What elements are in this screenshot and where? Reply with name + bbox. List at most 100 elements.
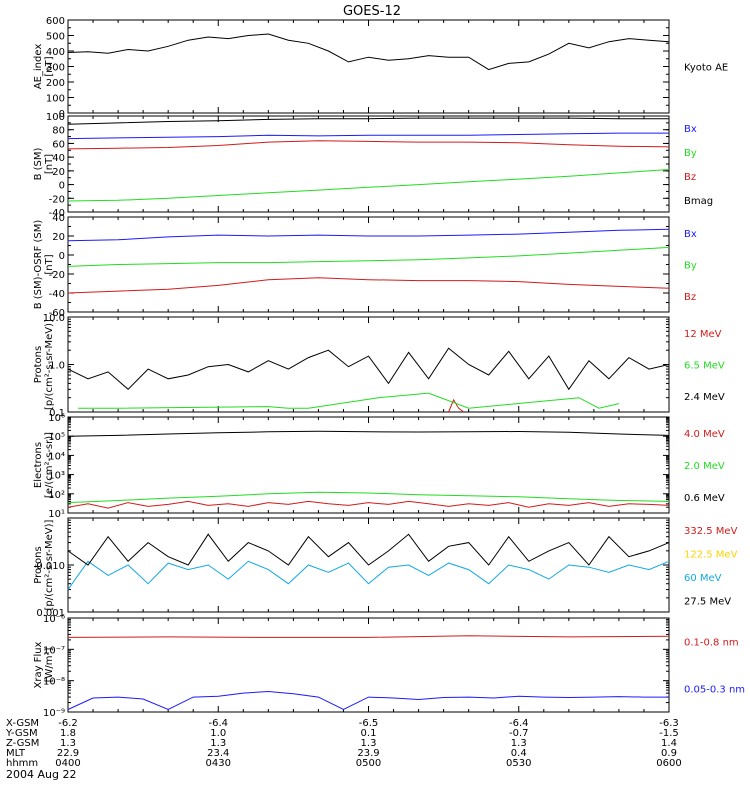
ephemeris-value: -1.5 [659, 728, 679, 739]
y-axis-label: [W/m²] [44, 647, 55, 682]
y-tick-label: 100 [46, 112, 65, 123]
legend-label: Bz [684, 172, 696, 183]
legend-label: 0.1-0.8 nm [684, 638, 739, 649]
legend-label: 2.4 MeV [684, 392, 725, 403]
legend-label: 0.05-0.3 nm [684, 685, 745, 696]
ephemeris-value: -6.4 [509, 718, 529, 729]
ephemeris-row-label: MLT [6, 748, 26, 759]
ephemeris-value: 0400 [55, 758, 80, 769]
legend-label: By [684, 148, 697, 159]
ephemeris-value: 1.8 [60, 728, 76, 739]
figure-title: GOES-12 [343, 4, 401, 19]
legend-label: 0.6 MeV [684, 493, 725, 504]
y-axis-label: [nT] [44, 154, 55, 174]
y-tick-label: 1.0 [49, 361, 65, 372]
legend-label: Bz [684, 292, 696, 303]
series-line-bmag [67, 117, 669, 125]
y-tick-label: 300 [46, 63, 65, 74]
series-line-4-0-mev [67, 500, 670, 509]
series-line-0-1-0-8-nm [67, 635, 670, 638]
y-tick-label: 10⁻⁷ [43, 645, 65, 656]
y-axis-label: Protons [33, 346, 44, 383]
series-line-2-4-mev [67, 347, 670, 391]
y-tick-label: -40 [49, 208, 65, 219]
ephemeris-value: 0.9 [661, 748, 677, 759]
y-tick-label: 0 [59, 251, 65, 262]
legend-label: 332.5 MeV [684, 526, 738, 537]
y-tick-label: 20 [52, 232, 65, 243]
legend-label: Bx [684, 124, 697, 135]
y-axis-label: [p/(cm²-s-sr-MeV)] [44, 519, 55, 610]
panel-4: 0.1 1.0 10.0 Protons [p/(cm²-s-sr-MeV)] 12 Me… [33, 313, 725, 419]
legend-label: Bx [684, 229, 697, 240]
series-line-by [67, 246, 670, 267]
ephemeris-value: 1.0 [210, 728, 226, 739]
y-axis-label: [nT] [44, 254, 55, 274]
ephemeris-value: 1.3 [361, 738, 377, 749]
ephemeris-value: 22.9 [57, 748, 79, 759]
y-tick-label: 10⁻⁶ [43, 614, 65, 625]
panel-frame [67, 19, 670, 114]
y-tick-label: 40 [52, 213, 65, 224]
series-line-bx [67, 132, 669, 140]
ephemeris-row-label: Z-GSM [6, 738, 39, 749]
series-line-12-mev [448, 398, 464, 413]
panel-5: 10¹ 10² 10³ 10⁴ 10⁵ 10⁶ Electrons [e/(cm²-s-sr)… [33, 413, 725, 520]
ephemeris-value: -0.7 [509, 728, 529, 739]
legend-label: 60 MeV [684, 573, 722, 584]
legend-label: Kyoto AE [684, 63, 728, 74]
y-tick-label: 10⁶ [48, 413, 65, 424]
series-line-2-0-mev [67, 491, 670, 504]
ephemeris-value: -6.2 [58, 718, 78, 729]
ephemeris-value: 23.4 [207, 748, 229, 759]
panel-frame [67, 617, 670, 713]
y-tick-label: 10⁻⁸ [43, 677, 65, 688]
y-tick-label: 600 [46, 16, 65, 27]
y-tick-label: 200 [46, 78, 65, 89]
series-line-bz [67, 140, 670, 150]
legend-label: 6.5 MeV [684, 361, 725, 372]
y-axis-label: Xray Flux [33, 641, 44, 688]
y-tick-label: 100 [46, 94, 65, 105]
series-line-0-05-0-3-nm [67, 690, 669, 711]
y-axis-label: B (SM)-OSRF (SM) [33, 220, 44, 310]
legend-label: By [684, 261, 697, 272]
y-tick-label: -20 [49, 194, 65, 205]
y-axis-label: B (SM) [33, 147, 44, 180]
series-line-27-5-mev [67, 533, 670, 566]
y-tick-label: 60 [52, 139, 65, 150]
ephemeris-value: 1.3 [60, 738, 76, 749]
legend-label: 4.0 MeV [684, 429, 725, 440]
panel-frame [67, 115, 670, 213]
y-tick-label: 10⁵ [48, 432, 65, 443]
panel-2: -40 -20 0 20 40 60 80 100 B (SM) [nT] Bx By Bz Bmag [33, 112, 713, 219]
y-tick-label: 10⁴ [48, 451, 65, 462]
y-tick-label: 500 [46, 32, 65, 43]
ephemeris-value: 0.1 [361, 728, 377, 739]
y-tick-label: 0 [59, 109, 65, 120]
legend-label: 2.0 MeV [684, 461, 725, 472]
legend-label: Bmag [684, 196, 713, 207]
y-tick-label: 10² [48, 490, 65, 501]
ephemeris-value: 1.3 [511, 738, 527, 749]
ephemeris-value: -6.4 [208, 718, 228, 729]
y-tick-label: 10⁻⁹ [43, 708, 65, 719]
ephemeris-row-label: X-GSM [6, 718, 39, 729]
y-tick-label: 10¹ [48, 509, 65, 520]
y-tick-label: 10³ [48, 471, 65, 482]
ephemeris-value: 23.9 [357, 748, 379, 759]
legend-label: 12 MeV [684, 329, 722, 340]
series-line-60-mev [67, 560, 670, 590]
y-tick-label: -20 [49, 270, 65, 281]
y-axis-label: Protons [33, 546, 44, 583]
panel-frame [67, 216, 670, 313]
y-tick-label: 40 [52, 153, 65, 164]
y-tick-label: 0 [59, 181, 65, 192]
ephemeris-row-label: Y-GSM [5, 728, 38, 739]
series-line-6-5-mev [78, 392, 620, 409]
legend-label: 27.5 MeV [684, 596, 731, 607]
